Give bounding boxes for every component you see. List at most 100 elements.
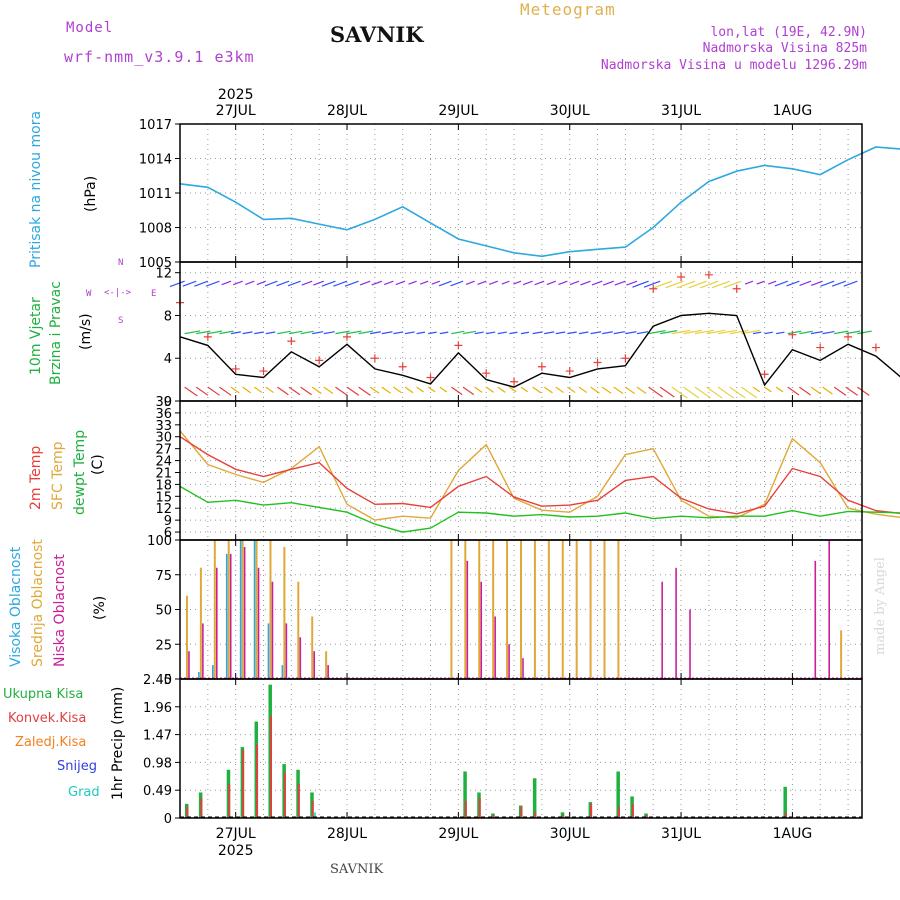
- wind-arrow: [520, 331, 530, 335]
- wind-arrow: [578, 386, 588, 394]
- wind-arrow: [242, 331, 253, 335]
- wind-arrow: [613, 331, 626, 335]
- wind-arrow: [256, 280, 267, 286]
- wind-arrow: [404, 331, 415, 335]
- wind-arrow: [676, 280, 696, 289]
- wind-arrow: [688, 280, 707, 289]
- wind-arrow: [613, 386, 624, 395]
- wind-gust-mark: [565, 367, 574, 376]
- precip-conv-bar: [200, 798, 203, 818]
- wind-arrow: [671, 386, 688, 399]
- compass-n: N: [118, 258, 124, 268]
- wind-arrow: [625, 331, 637, 335]
- x-day-label-bottom: 27JUL: [216, 826, 256, 842]
- wind-arrow: [393, 386, 402, 394]
- footer-station: SAVNIK: [330, 862, 384, 877]
- y-tick-label: 1.47: [143, 729, 172, 744]
- wind-arrow: [404, 386, 414, 394]
- wind-gust-mark: [704, 270, 713, 279]
- y-tick-label: 2.45: [143, 673, 172, 688]
- wind-arrow: [774, 280, 788, 287]
- wind-arrow: [370, 331, 381, 335]
- wind-arrow: [744, 280, 754, 285]
- wind-arrow: [194, 280, 209, 287]
- y-tick-label: 1008: [139, 222, 172, 237]
- wind-arrow: [439, 331, 449, 335]
- wind-arrow: [242, 386, 252, 394]
- wind-arrow: [625, 386, 635, 395]
- wind-arrow: [636, 331, 649, 335]
- y-tick-label: 30: [155, 431, 172, 446]
- wind-arrow: [497, 331, 507, 335]
- wind-arrow: [764, 386, 772, 393]
- wind-arrow: [567, 386, 576, 394]
- wind-arrow: [451, 386, 463, 396]
- wind-gust-mark: [677, 272, 686, 281]
- precip-conv-bar: [269, 715, 272, 818]
- precip-conv-bar: [464, 800, 467, 818]
- wind-arrow: [371, 280, 383, 286]
- wind-arrow: [184, 330, 201, 335]
- legend-snow: Snijeg: [57, 759, 97, 774]
- wind-arrow: [416, 386, 424, 393]
- wind-arrow: [843, 280, 858, 287]
- x-year-label-bottom: 2025: [218, 843, 254, 859]
- wind-arrow: [381, 331, 393, 335]
- wind-arrow: [358, 386, 371, 396]
- compass-s: S: [118, 316, 124, 326]
- wind-arrow: [741, 386, 758, 399]
- precip-conv-bar: [311, 800, 314, 818]
- x-year-label-top: 2025: [218, 87, 254, 103]
- wind-gust-mark: [871, 343, 880, 352]
- wind-arrow: [428, 331, 437, 335]
- model-value: wrf-nmm_v3.9.1 e3km: [64, 48, 255, 66]
- wind-arrow: [509, 386, 517, 393]
- wind-arrow: [820, 280, 835, 287]
- wind-arrow: [591, 280, 603, 286]
- precip-total-bar: [616, 771, 620, 818]
- model-label: Model: [66, 20, 114, 36]
- wind-arrow: [694, 386, 711, 399]
- wind-gust-mark: [398, 362, 407, 371]
- precip-conv-bar: [283, 772, 286, 818]
- wind-arrow: [711, 280, 730, 289]
- precip-conv-bar: [228, 783, 231, 818]
- legend-conv: Konvek.Kisa: [8, 711, 87, 726]
- wind-arrow: [729, 386, 746, 399]
- compass-w: W: [86, 289, 92, 299]
- wind-gust-mark: [537, 362, 546, 371]
- wind-arrow: [602, 280, 614, 286]
- wind-arrow: [643, 280, 661, 288]
- precip-conv-bar: [617, 806, 620, 818]
- wind-arrow: [683, 386, 700, 399]
- precip-conv-bar: [256, 744, 259, 818]
- precip-conv-bar: [492, 815, 495, 818]
- compass-e: E: [151, 289, 157, 299]
- wind-arrow: [501, 280, 510, 285]
- panel-frame-temperature: [179, 400, 863, 541]
- wind-gust-mark: [593, 358, 602, 367]
- wind-arrow: [717, 386, 735, 399]
- wind-arrow: [786, 280, 800, 287]
- y-tick-label: 12: [155, 502, 172, 517]
- wind-arrow: [834, 330, 849, 335]
- wind-arrow: [626, 280, 638, 286]
- wind-arrow: [799, 386, 811, 396]
- wind-arrow: [359, 280, 371, 286]
- wind-arrow: [799, 280, 812, 286]
- temp-2m-line: [179, 436, 900, 515]
- wind-arrow: [752, 331, 762, 335]
- wind-gust-mark: [370, 354, 379, 363]
- precip-total-bar: [532, 778, 537, 818]
- wind-arrow: [265, 331, 276, 335]
- wind-arrow: [694, 329, 714, 335]
- wind-arrow: [301, 280, 313, 286]
- wind-arrow: [497, 386, 506, 393]
- legend-total: Ukupna Kisa: [3, 687, 84, 702]
- precip-conv-bar: [534, 812, 537, 818]
- wind-arrow: [567, 331, 577, 335]
- wind-arrow: [752, 386, 761, 393]
- precip-conv-bar: [242, 749, 245, 818]
- wind-arrow: [245, 280, 255, 286]
- wind-arrow: [419, 280, 429, 285]
